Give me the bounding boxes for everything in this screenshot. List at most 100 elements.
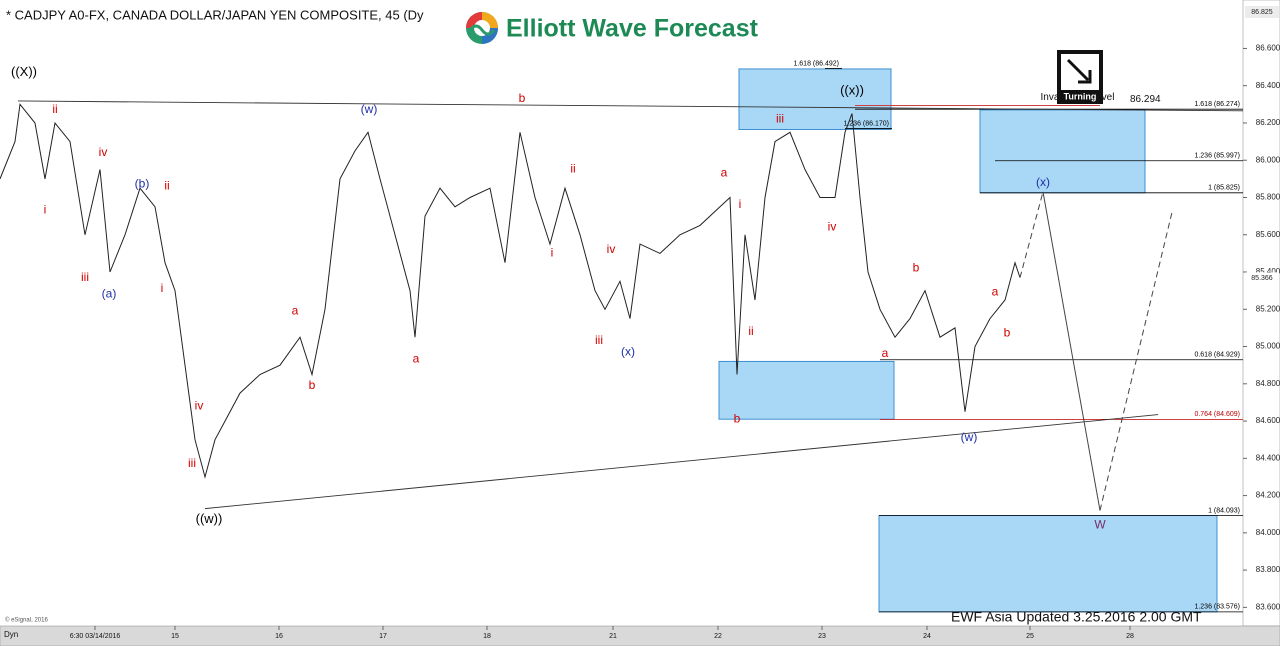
y-tick-label: 84.000 [1256, 528, 1280, 537]
wave-label: iii [188, 456, 196, 470]
fib-label: 1.236 (86.170) [843, 120, 889, 127]
fib-label: 0.618 (84.929) [1194, 352, 1240, 359]
wave-label: a [882, 346, 889, 360]
wave-label: iii [595, 333, 603, 347]
target-box [718, 360, 895, 420]
trendline [17, 100, 1244, 112]
y-tick-label: 86.600 [1256, 44, 1280, 53]
x-tick-label: 22 [714, 633, 722, 640]
wave-label: iv [828, 219, 837, 233]
wave-label: i [739, 197, 742, 211]
wave-label: b [1004, 326, 1011, 340]
fib-label: 1.618 (86.492) [793, 60, 839, 67]
x-tick-label: 21 [609, 633, 617, 640]
wave-label: ((w)) [196, 511, 223, 526]
fib-label: 0.764 (84.609) [1194, 411, 1240, 418]
y-tick-label: 85.800 [1256, 193, 1280, 202]
x-tick-label: 24 [923, 633, 931, 640]
wave-label: b [519, 91, 526, 105]
time-axis [0, 625, 1280, 646]
x-tick-label: 28 [1126, 633, 1134, 640]
wave-label: (w) [961, 430, 978, 444]
interval: Dyn [4, 630, 18, 639]
trendline [204, 414, 1159, 510]
fib-label: 1.236 (85.997) [1194, 153, 1240, 160]
wave-label: ((x)) [840, 83, 864, 98]
fib-label: 1 (84.093) [1208, 507, 1240, 514]
wave-label: (x) [621, 344, 635, 358]
y-tick-label: 86.400 [1256, 81, 1280, 90]
y-tick-label: 84.200 [1256, 491, 1280, 500]
last-price: 85.366 [1251, 275, 1273, 282]
wave-label: W [1094, 518, 1106, 532]
fib-label: 1.236 (83.576) [1194, 604, 1240, 611]
chart-title: * CADJPY A0-FX, CANADA DOLLAR/JAPAN YEN … [6, 7, 424, 22]
wave-label: (w) [361, 102, 378, 116]
footer-note: EWF Asia Updated 3.25.2016 2.00 GMT [951, 609, 1202, 625]
logo-bg [458, 6, 788, 48]
wave-label: b [309, 378, 316, 392]
wave-label: iii [776, 111, 784, 125]
wave-label: ii [52, 102, 57, 116]
x-tick-label: 23 [818, 633, 826, 640]
projection [1042, 191, 1101, 511]
wave-label: i [44, 203, 47, 217]
invalidation-value: 86.294 [1130, 94, 1161, 105]
y-tick-label: 85.600 [1256, 230, 1280, 239]
wave-label: i [161, 281, 164, 295]
badge-text: Turning [1064, 91, 1097, 101]
logo-icon [466, 12, 498, 44]
x-tick-label: 6:30 03/14/2016 [70, 633, 121, 640]
wave-label: (x) [1036, 175, 1050, 189]
projection [1099, 212, 1173, 511]
axis-high: 86.825 [1251, 9, 1273, 16]
x-tick-label: 25 [1026, 633, 1034, 640]
brand: Elliott Wave Forecast [506, 15, 759, 43]
wave-label: iv [195, 398, 204, 412]
axis-high-box [1245, 6, 1279, 18]
y-tick-label: 84.400 [1256, 453, 1280, 462]
wave-label: ii [748, 324, 753, 338]
y-tick-label: 83.600 [1256, 602, 1280, 611]
wave-label: ((X)) [11, 64, 37, 79]
wave-label: a [292, 303, 299, 317]
wave-label: b [734, 411, 741, 425]
target-box [979, 109, 1146, 194]
y-tick-label: 86.200 [1256, 118, 1280, 127]
wave-label: a [413, 352, 420, 366]
y-tick-label: 85.000 [1256, 342, 1280, 351]
y-tick-label: 86.000 [1256, 155, 1280, 164]
y-tick-label: 83.800 [1256, 565, 1280, 574]
wave-label: iv [607, 242, 616, 256]
fib-label: 1 (85.825) [1208, 185, 1240, 192]
wave-label: iv [99, 145, 108, 159]
wave-label: iii [81, 270, 89, 284]
y-tick-label: 85.200 [1256, 304, 1280, 313]
turning-badge: Turning [1057, 50, 1103, 104]
plot: 1.618 (86.492) 1.236 (86.170) 1.618 (86.27… [0, 60, 1244, 613]
wave-label: a [721, 165, 728, 179]
x-tick-label: 16 [275, 633, 283, 640]
price-axis [1242, 0, 1280, 627]
y-tick-label: 84.600 [1256, 416, 1280, 425]
wave-label: ii [570, 162, 575, 176]
wave-label: ii [164, 178, 169, 192]
x-tick-label: 15 [171, 633, 179, 640]
wave-label: b [913, 260, 920, 274]
wave-label: (b) [135, 177, 150, 191]
projection [1019, 191, 1044, 278]
y-tick-label: 85.400 [1256, 267, 1280, 276]
copyright: © eSignal, 2016 [5, 617, 48, 624]
last-price-box [1245, 272, 1279, 285]
target-box [738, 68, 892, 130]
wave-label: a [992, 285, 999, 299]
wave-label: i [551, 246, 554, 260]
target-box [878, 515, 1218, 613]
x-tick-label: 18 [483, 633, 491, 640]
fib-label: 1.618 (86.274) [1194, 101, 1240, 108]
price-line [0, 103, 1021, 479]
wave-label: (a) [102, 287, 117, 301]
x-tick-label: 17 [379, 633, 387, 640]
y-tick-label: 84.800 [1256, 379, 1280, 388]
